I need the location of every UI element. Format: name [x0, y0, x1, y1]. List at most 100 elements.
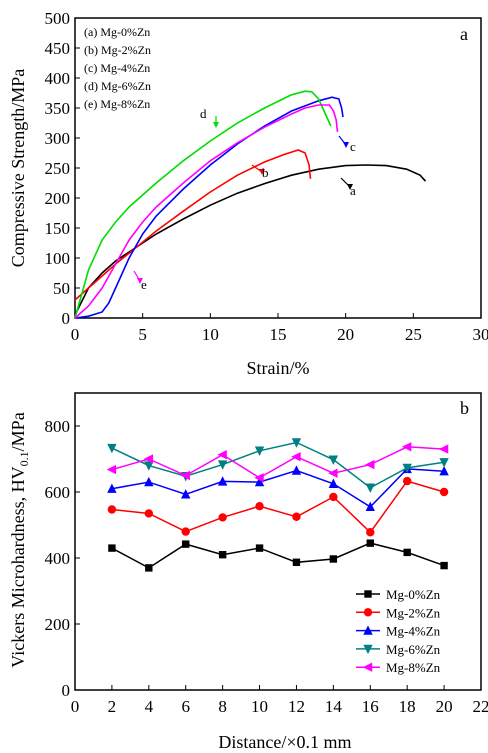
legend-a: (a) Mg-0%Zn (b) Mg-2%Zn (c) Mg-4%Zn (d) Mg-…	[84, 25, 151, 111]
x-tick-label-a: 20	[337, 325, 354, 344]
data-point-b-4	[401, 442, 412, 452]
data-point-b-3	[365, 483, 375, 493]
panel-label-b: b	[460, 398, 469, 418]
x-tick-label-a: 0	[71, 325, 80, 344]
legend-swatch-marker-b-4	[362, 662, 373, 672]
x-tick-label-b: 6	[181, 697, 190, 716]
y-tick-label-a: 450	[45, 39, 71, 58]
x-tick-label-b: 18	[399, 697, 416, 716]
data-point-b-0	[366, 539, 374, 547]
data-point-b-4	[217, 450, 227, 460]
data-point-b-1	[181, 527, 190, 536]
legend-swatch-marker-b-0	[364, 590, 372, 598]
data-point-b-1	[218, 513, 227, 522]
x-tick-label-b: 14	[325, 697, 343, 716]
data-point-b-3	[291, 438, 302, 448]
compressive-strength-chart: 0 5 10 15 20 25 300501001502002503003504004505…	[8, 9, 488, 378]
data-point-b-2	[107, 483, 117, 493]
y-tick-label-b: 600	[45, 483, 71, 502]
data-point-b-0	[292, 558, 301, 566]
data-point-b-3	[217, 460, 228, 470]
plot-frame-b	[74, 392, 482, 691]
data-point-b-0	[440, 561, 448, 570]
data-point-b-2	[217, 476, 228, 486]
legend-swatch-marker-b-2	[363, 625, 373, 635]
data-point-b-1	[255, 501, 264, 511]
annotation-label-a-2: c	[350, 139, 356, 154]
x-tick-label-b: 16	[362, 697, 379, 716]
y-tick-label-b: 200	[45, 615, 71, 634]
y-tick-label-a: 50	[53, 279, 70, 298]
data-point-b-3	[254, 446, 265, 456]
data-point-b-1	[292, 512, 301, 521]
annotation-label-a-0: a	[350, 183, 356, 198]
data-point-b-2	[181, 489, 191, 499]
data-point-b-4	[143, 454, 154, 464]
y-tick-label-a: 0	[62, 309, 71, 328]
data-point-b-1	[329, 492, 338, 502]
x-tick-label-b: 22	[473, 697, 488, 716]
data-point-b-4	[180, 470, 190, 481]
data-point-b-0	[182, 540, 190, 548]
x-tick-label-a: 30	[473, 325, 488, 344]
y-tick-label-a: 200	[45, 189, 71, 208]
microhardness-chart: 0 2 4 6 8 10 12 14 16 18 20 22 0 200 400 600 800 b Mg-0%…	[8, 392, 488, 752]
y-tick-label-a: 250	[45, 159, 71, 178]
y-tick-label-a: 350	[45, 99, 71, 118]
y-axis-label-b-main: Vickers Microhardness, HV	[8, 466, 28, 667]
series-line-b-0	[111, 542, 445, 569]
series-line-a-4	[74, 104, 339, 319]
annotation-arrowhead-a-2	[343, 142, 349, 148]
x-tick-label-a: 5	[138, 325, 147, 344]
data-point-b-2	[144, 476, 154, 487]
data-point-b-4	[106, 464, 117, 475]
data-point-b-0	[218, 551, 227, 559]
legend-b: Mg-0%Zn Mg-2%Zn Mg-4%Zn Mg-6%Zn Mg-8%Zn	[356, 587, 441, 675]
data-point-b-3	[439, 458, 449, 468]
x-tick-label-b: 4	[145, 697, 154, 716]
legend-item-a-1: (b) Mg-2%Zn	[84, 43, 151, 57]
data-point-b-3	[144, 461, 154, 471]
y-axis-label-b-sub: 0.1	[17, 451, 31, 466]
data-point-b-1	[366, 528, 375, 537]
legend-item-a-3: (d) Mg-6%Zn	[84, 79, 151, 93]
x-tick-label-b: 12	[288, 697, 305, 716]
curve-annotations-a: a b c d e	[133, 106, 356, 292]
x-axis-label-b: Distance/×0.1 mm	[218, 732, 351, 752]
x-tick-label-b: 10	[251, 697, 268, 716]
data-point-b-0	[255, 544, 264, 552]
data-point-b-1	[439, 487, 449, 497]
series-line-a-0	[74, 164, 427, 316]
series-line-b-3	[111, 441, 445, 489]
legend-item-b-0: Mg-0%Zn	[386, 587, 441, 602]
x-axis-label-a: Strain/%	[247, 358, 310, 378]
data-point-b-4	[254, 473, 264, 483]
x-tick-label-b: 8	[218, 697, 227, 716]
legend-item-a-0: (a) Mg-0%Zn	[84, 25, 150, 39]
data-point-b-1	[107, 505, 117, 514]
series-line-a-2	[74, 96, 344, 319]
data-point-b-0	[403, 548, 411, 557]
legend-item-b-3: Mg-6%Zn	[386, 642, 441, 657]
series-line-b-2	[111, 468, 445, 508]
y-tick-label-a: 100	[45, 249, 71, 268]
legend-swatch-marker-b-1	[363, 608, 373, 617]
x-tick-label-a: 10	[202, 325, 219, 344]
y-axis-label-a: Compressive Strength/MPa	[8, 69, 28, 268]
y-tick-label-a: 300	[45, 129, 71, 148]
data-point-b-3	[328, 455, 339, 465]
x-tick-label-a: 25	[405, 325, 422, 344]
data-point-b-2	[328, 478, 339, 488]
series-line-a-3	[74, 90, 332, 319]
data-point-b-0	[145, 564, 153, 572]
axes-ticks-a: 0 5 10 15 20 25 300501001502002503003504004505…	[45, 9, 488, 344]
series-line-b-1	[111, 480, 445, 534]
data-point-b-2	[254, 476, 265, 487]
panel-label-a: a	[460, 24, 468, 44]
legend-item-b-2: Mg-4%Zn	[386, 624, 441, 639]
y-tick-label-b: 0	[62, 681, 71, 700]
series-line-a-1	[74, 149, 312, 301]
data-point-b-0	[329, 555, 338, 563]
series-lines-a	[74, 90, 427, 319]
